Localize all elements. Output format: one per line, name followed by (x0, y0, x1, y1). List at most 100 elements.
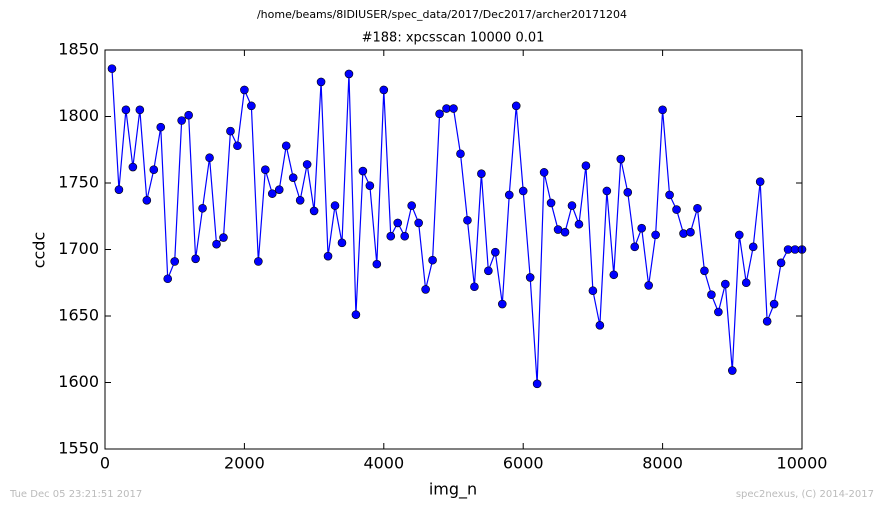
data-point (727, 366, 737, 375)
data-point (107, 64, 117, 73)
data-point (658, 105, 667, 115)
data-point (665, 190, 674, 200)
data-point (651, 230, 660, 240)
data-point (261, 165, 270, 174)
data-point (567, 201, 577, 210)
data-point (393, 218, 403, 228)
data-point (504, 190, 514, 200)
data-point (491, 247, 500, 257)
data-point (623, 188, 633, 197)
data-point (518, 186, 528, 196)
y-tick-label: 1550 (58, 439, 99, 458)
x-axis-label: img_n (429, 480, 477, 500)
data-point (616, 154, 626, 164)
data-point (672, 205, 681, 214)
data-point (414, 218, 423, 228)
data-point (714, 307, 723, 317)
data-point (365, 181, 375, 190)
data-point (484, 266, 493, 276)
data-point (776, 258, 786, 268)
data-point (226, 126, 235, 136)
chart-title: #188: xpcsscan 10000 0.01 (362, 31, 545, 46)
data-point (644, 281, 653, 290)
data-point (435, 109, 444, 119)
data-point (149, 165, 159, 174)
y-tick-label: 1650 (58, 306, 99, 325)
data-point (121, 105, 131, 115)
data-line (111, 68, 802, 384)
data-point (456, 149, 465, 159)
x-tick-label: 4000 (363, 454, 404, 473)
data-point (198, 203, 207, 213)
data-point (281, 141, 291, 151)
data-point (588, 286, 598, 296)
header: /home/beams/8IDIUSER/spec_data/2017/Dec2… (257, 8, 627, 21)
data-point (177, 116, 186, 125)
data-point (233, 141, 242, 151)
data-point (741, 278, 751, 288)
data-point (267, 189, 277, 198)
data-point (755, 177, 765, 186)
y-tick-label: 1800 (58, 106, 99, 125)
data-point (219, 233, 228, 242)
data-point (769, 299, 779, 309)
data-point (511, 101, 521, 111)
data-point (386, 231, 396, 241)
data-point (421, 285, 430, 294)
data-point (679, 229, 688, 238)
data-point (546, 198, 556, 208)
data-point (762, 317, 772, 326)
data-point (323, 251, 333, 261)
data-point (288, 173, 298, 182)
x-tick-label: 10000 (777, 454, 828, 473)
data-point (407, 201, 416, 210)
data-point (700, 266, 709, 276)
data-point (240, 85, 249, 95)
data-point (400, 231, 410, 241)
x-tick-label: 8000 (642, 454, 683, 473)
data-point (156, 122, 166, 132)
data-point (630, 242, 640, 252)
data-point (358, 166, 368, 176)
data-point (351, 310, 361, 319)
data-point (581, 161, 591, 171)
data-point (212, 239, 221, 249)
data-point (344, 69, 354, 79)
data-point (114, 185, 124, 194)
data-point (449, 104, 458, 113)
data-point (686, 227, 695, 237)
data-point (595, 321, 605, 330)
data-point (330, 201, 340, 210)
data-point (477, 169, 486, 178)
data-point (734, 230, 744, 240)
data-point (525, 273, 535, 282)
data-point (721, 279, 730, 289)
data-point (337, 238, 347, 248)
data-point (302, 160, 312, 169)
data-point (205, 153, 214, 163)
data-point (274, 185, 284, 194)
y-tick-label: 1850 (58, 40, 99, 59)
data-point (560, 227, 570, 237)
data-point (637, 223, 646, 233)
data-point (135, 105, 145, 115)
y-tick-label: 1750 (58, 173, 99, 192)
x-tick-label: 6000 (503, 454, 544, 473)
data-point (428, 255, 437, 265)
data-point (609, 270, 619, 280)
x-tick-label: 2000 (224, 454, 265, 473)
data-point (693, 203, 702, 213)
plot-frame (104, 49, 803, 450)
data-point (295, 195, 305, 205)
data-point (707, 290, 716, 300)
data-point (128, 162, 138, 172)
y-tick-label: 1700 (58, 239, 99, 258)
data-point (497, 299, 507, 309)
data-point (372, 259, 382, 269)
x-tick-label: 0 (100, 454, 110, 473)
data-point (247, 101, 256, 111)
y-axis-label: ccdc (30, 232, 49, 269)
data-point (191, 254, 200, 264)
data-point (463, 215, 472, 225)
